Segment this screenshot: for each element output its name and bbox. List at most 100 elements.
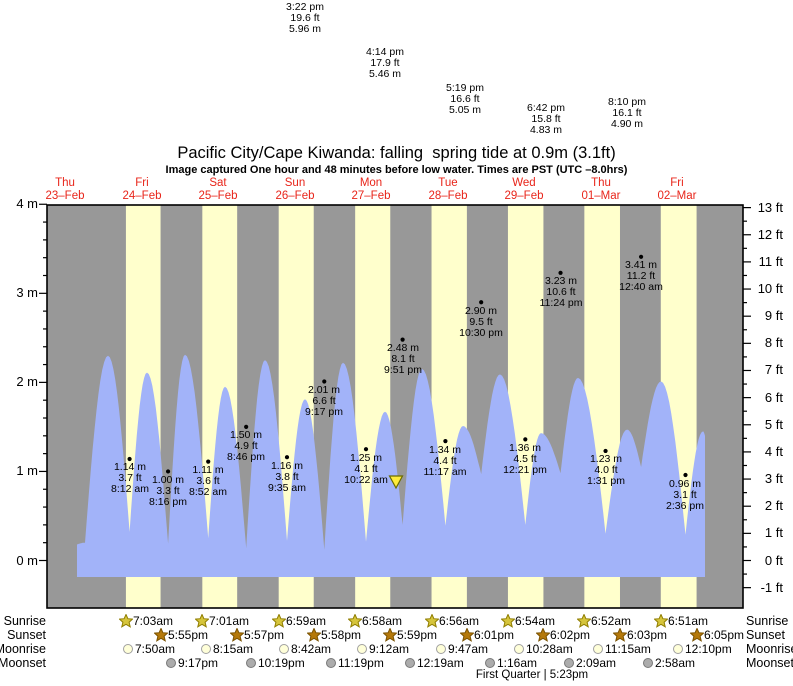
annotation-height-ft: 4.9 ft <box>234 440 258 453</box>
sunset-star-icon <box>535 627 551 642</box>
y-axis-label-right: 11 ft <box>758 254 783 269</box>
high-tide-annotation: 1.34 m 4.4 ft 11:17 am <box>403 444 487 479</box>
sunrise-time: 6:59am <box>286 614 327 628</box>
annotation-height-ft: 4.5 ft <box>513 453 537 466</box>
sunset-row-label-right: Sunset <box>746 628 785 642</box>
moonset-row-label-right: Moonset <box>746 656 793 670</box>
tide-annotation-dot <box>443 439 448 444</box>
moonset-time: 9:17pm <box>178 656 219 670</box>
moonrise-circle-icon <box>436 644 446 654</box>
annotation-height-m: 5.46 m <box>368 68 402 81</box>
sunset-star-icon <box>612 627 628 642</box>
moonrise-time: 9:12am <box>369 642 410 656</box>
day-label-date: 26–Feb <box>275 189 315 202</box>
tide-annotation-dot <box>523 437 528 442</box>
high-tide-annotation: 1.50 m 4.9 ft 8:46 pm <box>204 429 288 464</box>
annotation-height-m: 1.14 m <box>113 461 147 473</box>
annotation-height-ft: 15.8 ft <box>531 113 561 126</box>
day-label-date: 02–Mar <box>657 189 697 202</box>
high-tide-annotation: 1.36 m 4.5 ft 12:21 pm <box>483 442 567 477</box>
day-label: Wed 29–Feb <box>486 177 562 202</box>
tide-annotation-dot <box>400 337 405 342</box>
moonrise-circle-icon <box>123 644 133 654</box>
tide-curve <box>77 354 705 577</box>
sunrise-star-icon <box>424 613 440 628</box>
day-label-dow: Sat <box>209 177 227 189</box>
annotation-time: 8:46 pm <box>227 451 265 464</box>
annotation-height-m: 1.23 m <box>589 453 623 465</box>
sunset-time: 6:03pm <box>627 628 668 642</box>
annotation-height-m: 0.96 m <box>668 478 702 490</box>
annotation-time: 9:35 am <box>268 482 306 495</box>
y-axis-label-right: 0 ft <box>764 553 783 568</box>
annotation-height-ft: 3.1 ft <box>673 489 697 502</box>
moonrise-circle-icon <box>357 644 367 654</box>
sunrise-star-icon <box>118 613 134 628</box>
plot-frame <box>46 204 744 609</box>
tide-annotation-dot <box>244 424 249 430</box>
sunset-time: 6:02pm <box>550 628 591 642</box>
offchart-tide-annotation: 5:19 pm 16.6 ft 5.05 m <box>423 82 507 117</box>
sunrise-row-label-left: Sunrise <box>3 614 46 628</box>
high-tide-annotation: 1.16 m 3.8 ft 9:35 am <box>245 460 329 495</box>
annotation-height-ft: 11.2 ft <box>626 270 656 283</box>
annotation-time: 12:21 pm <box>503 464 547 477</box>
annotation-time: 11:24 pm <box>539 297 583 310</box>
y-axis-label-left: 1 m <box>16 463 38 478</box>
page-subtitle: Image captured One hour and 48 minutes b… <box>165 164 628 176</box>
day-label-date: 29–Feb <box>504 189 544 202</box>
moonrise-circle-icon <box>514 644 524 654</box>
sunrise-star-icon <box>653 613 669 628</box>
y-axis-label-left: 3 m <box>16 285 38 300</box>
moonset-time: 1:16am <box>497 656 538 670</box>
annotation-time: 6:42 pm <box>527 102 565 114</box>
tide-annotation-dot <box>206 459 211 464</box>
moonrise-time: 11:15am <box>605 642 651 656</box>
sunrise-time: 6:58am <box>362 614 403 628</box>
moonset-circle-icon <box>643 658 653 668</box>
annotation-time: 11:17 am <box>423 466 467 479</box>
sunset-star-icon <box>153 627 169 642</box>
day-label-date: 25–Feb <box>198 189 238 202</box>
annotation-height-m: 3.41 m <box>624 259 658 271</box>
moonset-circle-icon <box>564 658 574 668</box>
y-axis-label-right: 5 ft <box>764 417 783 432</box>
annotation-height-m: 5.05 m <box>448 104 482 117</box>
annotation-height-ft: 3.7 ft <box>118 472 142 485</box>
sunset-star-icon <box>306 627 322 642</box>
high-tide-annotation: 1.23 m 4.0 ft 1:31 pm <box>564 453 648 488</box>
moonset-time: 2:09am <box>576 656 617 670</box>
current-time-marker <box>388 475 404 490</box>
annotation-height-ft: 19.6 ft <box>290 12 320 25</box>
day-label-date: 24–Feb <box>122 189 162 202</box>
sunrise-time: 6:56am <box>439 614 480 628</box>
sunset-row-label-left: Sunset <box>7 628 46 642</box>
annotation-height-ft: 3.3 ft <box>156 485 180 498</box>
tide-annotation-dot <box>638 254 644 259</box>
moonset-circle-icon <box>326 658 336 668</box>
offchart-tide-annotation: 4:14 pm 17.9 ft 5.46 m <box>343 46 427 81</box>
y-axis-label-right: 7 ft <box>764 362 783 377</box>
day-label: Thu 23–Feb <box>27 177 103 202</box>
annotation-height-m: 2.90 m <box>464 305 498 317</box>
sunrise-time: 6:54am <box>515 614 556 628</box>
sunset-time: 5:58pm <box>321 628 362 642</box>
moonset-time: 12:19am <box>417 656 464 670</box>
tide-annotation-dot <box>363 447 369 452</box>
high-tide-annotation: 1.11 m 3.6 ft 8:52 am <box>166 464 250 499</box>
annotation-height-m: 3.23 m <box>544 275 578 287</box>
y-axis-label-right: 8 ft <box>764 335 783 350</box>
moonrise-row-label-left: Moonrise <box>0 642 46 656</box>
day-label-dow: Mon <box>359 177 383 189</box>
day-label-dow: Fri <box>670 177 684 189</box>
sunrise-star-icon <box>576 613 592 628</box>
page-title: Pacific City/Cape Kiwanda: falling sprin… <box>177 144 616 162</box>
y-axis-label-right: 9 ft <box>764 308 783 323</box>
annotation-height-ft: 3.6 ft <box>196 475 220 488</box>
high-tide-annotation: 3.23 m 10.6 ft 11:24 pm <box>519 275 603 310</box>
annotation-height-ft: 4.4 ft <box>433 455 457 468</box>
annotation-height-m: 4.90 m <box>610 118 644 131</box>
moonset-time: 10:19pm <box>258 656 305 670</box>
annotation-time: 8:12 am <box>111 483 149 496</box>
